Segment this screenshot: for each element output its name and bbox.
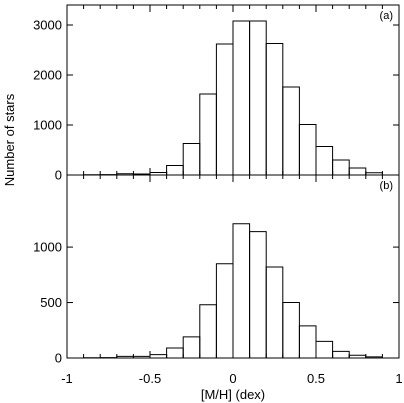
histogram-bar (265, 43, 284, 175)
histogram-bar (265, 266, 284, 358)
histogram-bar (348, 167, 367, 175)
x-tick-label: -1 (61, 371, 73, 386)
histogram-bar (166, 347, 184, 358)
histogram-bar (232, 223, 251, 358)
histogram-bar (249, 231, 267, 358)
y-tick-label: 3000 (33, 18, 62, 33)
histogram-bar (282, 302, 300, 358)
panel-label: (a) (380, 10, 393, 22)
panel-b: 0 500 1000 (b) (33, 174, 400, 366)
histogram-bar (298, 124, 317, 175)
panel-label: (b) (380, 180, 393, 192)
histogram-bar (215, 43, 234, 175)
x-tick-label: -0.5 (139, 371, 161, 386)
x-tick-label: 0.5 (307, 371, 325, 386)
histogram-bar (365, 356, 383, 358)
y-tick-label: 500 (40, 295, 62, 310)
y-axis-title: Number of stars (2, 93, 17, 186)
histogram-bar (182, 336, 201, 358)
y-tick-label: 0 (55, 351, 62, 366)
histogram-bar (232, 20, 251, 175)
histogram-bar (249, 20, 267, 175)
panels-layer: 0 1000 2000 3000 (a) 0 500 1000 (b) -1 -0.5 0 0.5 1 (33, 4, 403, 386)
y-tick-label: 2000 (33, 68, 62, 83)
histogram-bar (199, 93, 217, 175)
histogram-bar (182, 143, 201, 175)
panel-a: 0 1000 2000 3000 (a) (33, 4, 400, 183)
histogram-bar (365, 172, 383, 175)
x-tick-label: 1 (395, 371, 402, 386)
histogram-bar (332, 159, 350, 175)
y-tick-label: 1000 (33, 240, 62, 255)
histogram-bar (199, 304, 217, 358)
y-tick-label: 0 (55, 168, 62, 183)
histogram-bar (315, 340, 334, 358)
histogram-bar (282, 86, 300, 175)
y-tick-label: 1000 (33, 118, 62, 133)
histogram-bar (315, 146, 334, 175)
x-tick-label: 0 (229, 371, 236, 386)
histogram-bar (215, 263, 234, 358)
x-axis-title: [M/H] (dex) (201, 387, 265, 402)
histogram-bar (332, 350, 350, 358)
histogram-bar (166, 165, 184, 175)
histogram-bar (298, 325, 317, 358)
